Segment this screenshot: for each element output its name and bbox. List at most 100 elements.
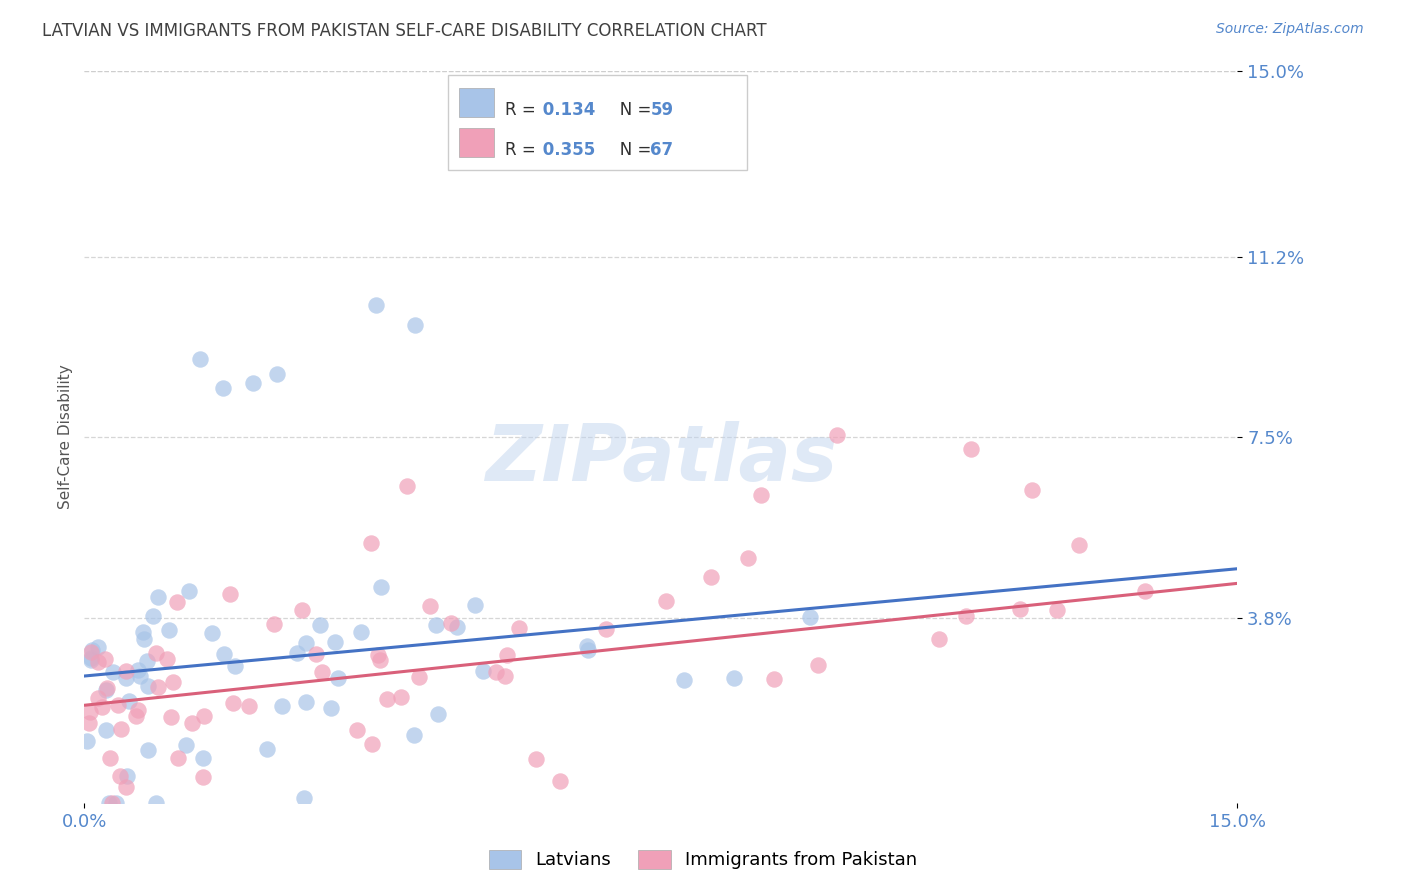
Text: 0.355: 0.355 xyxy=(537,141,596,159)
Latvians xyxy=(292,790,315,805)
Immigrants from Pakistan xyxy=(396,479,419,493)
Immigrants from Pakistan xyxy=(361,737,384,751)
Immigrants from Pakistan xyxy=(928,632,950,646)
Latvians xyxy=(135,654,157,668)
Legend: Latvians, Immigrants from Pakistan: Latvians, Immigrants from Pakistan xyxy=(479,841,927,879)
Immigrants from Pakistan xyxy=(1046,602,1069,616)
Latvians xyxy=(79,651,101,665)
Latvians xyxy=(96,683,118,698)
Immigrants from Pakistan xyxy=(737,551,759,566)
Immigrants from Pakistan xyxy=(496,648,519,662)
Latvians xyxy=(426,706,449,721)
Immigrants from Pakistan xyxy=(115,780,138,795)
Latvians xyxy=(366,298,388,312)
Text: Source: ZipAtlas.com: Source: ZipAtlas.com xyxy=(1216,22,1364,37)
Latvians xyxy=(142,608,165,623)
Immigrants from Pakistan xyxy=(263,616,285,631)
Immigrants from Pakistan xyxy=(155,651,177,665)
Immigrants from Pakistan xyxy=(375,692,398,706)
Latvians xyxy=(80,643,103,657)
Immigrants from Pakistan xyxy=(439,615,461,630)
Latvians xyxy=(212,647,235,661)
Latvians xyxy=(157,623,180,637)
Immigrants from Pakistan xyxy=(160,710,183,724)
Latvians xyxy=(350,625,373,640)
Text: LATVIAN VS IMMIGRANTS FROM PAKISTAN SELF-CARE DISABILITY CORRELATION CHART: LATVIAN VS IMMIGRANTS FROM PAKISTAN SELF… xyxy=(42,22,766,40)
Latvians xyxy=(94,723,117,737)
Immigrants from Pakistan xyxy=(485,665,508,680)
Immigrants from Pakistan xyxy=(162,675,184,690)
Immigrants from Pakistan xyxy=(79,706,101,720)
Immigrants from Pakistan xyxy=(238,699,260,714)
Latvians xyxy=(446,620,468,634)
Text: 0.134: 0.134 xyxy=(537,101,596,120)
Text: 67: 67 xyxy=(651,141,673,159)
Latvians xyxy=(370,581,392,595)
Immigrants from Pakistan xyxy=(368,653,391,667)
Latvians xyxy=(256,741,278,756)
Immigrants from Pakistan xyxy=(87,691,110,706)
Latvians xyxy=(136,679,159,693)
Immigrants from Pakistan xyxy=(77,716,100,731)
Immigrants from Pakistan xyxy=(193,770,215,784)
Latvians xyxy=(179,584,201,599)
Latvians xyxy=(285,646,308,660)
Latvians xyxy=(211,381,233,395)
Latvians xyxy=(131,624,153,639)
Latvians xyxy=(146,590,169,604)
Immigrants from Pakistan xyxy=(408,669,430,683)
Immigrants from Pakistan xyxy=(1133,583,1156,598)
Latvians xyxy=(402,728,425,742)
Immigrants from Pakistan xyxy=(960,442,983,456)
Immigrants from Pakistan xyxy=(94,652,117,666)
Immigrants from Pakistan xyxy=(91,700,114,714)
Immigrants from Pakistan xyxy=(1021,483,1043,498)
Immigrants from Pakistan xyxy=(751,488,773,502)
Immigrants from Pakistan xyxy=(524,752,547,766)
Immigrants from Pakistan xyxy=(367,648,389,662)
Latvians xyxy=(103,665,125,679)
Latvians xyxy=(575,639,598,653)
Latvians xyxy=(80,653,103,667)
Immigrants from Pakistan xyxy=(166,595,188,609)
Latvians xyxy=(115,671,138,685)
Immigrants from Pakistan xyxy=(110,723,132,737)
Latvians xyxy=(117,769,139,783)
Text: N =: N = xyxy=(605,141,657,159)
Latvians xyxy=(104,796,127,810)
Text: R =: R = xyxy=(505,141,541,159)
Immigrants from Pakistan xyxy=(346,723,368,737)
Immigrants from Pakistan xyxy=(166,751,188,765)
Immigrants from Pakistan xyxy=(1069,538,1091,552)
Latvians xyxy=(97,796,120,810)
Text: N =: N = xyxy=(605,101,657,120)
Immigrants from Pakistan xyxy=(80,645,103,659)
Latvians xyxy=(799,610,821,624)
Latvians xyxy=(266,367,288,381)
Latvians xyxy=(578,643,600,657)
FancyBboxPatch shape xyxy=(447,75,748,170)
Immigrants from Pakistan xyxy=(305,647,328,661)
Immigrants from Pakistan xyxy=(1008,601,1031,615)
Immigrants from Pakistan xyxy=(115,664,138,678)
Latvians xyxy=(309,617,332,632)
Latvians xyxy=(224,659,246,673)
Latvians xyxy=(127,663,149,677)
Immigrants from Pakistan xyxy=(508,621,530,635)
Latvians xyxy=(128,669,150,683)
Immigrants from Pakistan xyxy=(762,672,785,686)
FancyBboxPatch shape xyxy=(460,128,494,157)
Immigrants from Pakistan xyxy=(96,681,118,695)
Immigrants from Pakistan xyxy=(419,599,441,613)
Latvians xyxy=(326,671,349,685)
Latvians xyxy=(86,640,108,654)
Latvians xyxy=(464,598,486,612)
Latvians xyxy=(191,750,214,764)
Text: R =: R = xyxy=(505,101,541,120)
Latvians xyxy=(323,635,346,649)
Immigrants from Pakistan xyxy=(127,703,149,717)
Latvians xyxy=(176,738,198,752)
Immigrants from Pakistan xyxy=(125,708,148,723)
Latvians xyxy=(134,632,156,646)
Immigrants from Pakistan xyxy=(291,602,314,616)
